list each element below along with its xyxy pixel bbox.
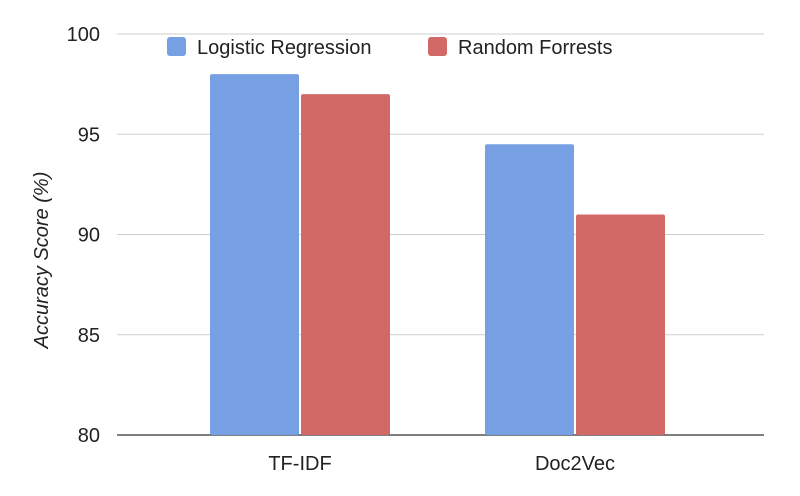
y-tick-label: 85 [78, 325, 100, 347]
legend: Logistic Regression Random Forrests [167, 37, 613, 59]
x-tick-label: Doc2Vec [535, 453, 615, 475]
y-tick-labels: 80 85 90 95 100 [67, 24, 100, 447]
y-tick-label: 95 [78, 124, 100, 146]
y-axis-label: Accuracy Score (%) [31, 172, 53, 350]
bar-random-forrests-1 [576, 214, 665, 435]
x-tick-label: TF-IDF [268, 453, 331, 475]
legend-swatch [428, 37, 447, 56]
y-tick-label: 80 [78, 425, 100, 447]
bars [210, 74, 665, 436]
y-tick-label: 90 [78, 225, 100, 247]
bar-logistic-regression-1 [485, 144, 574, 435]
y-tick-label: 100 [67, 24, 100, 46]
legend-swatch [167, 37, 186, 56]
legend-label: Logistic Regression [197, 37, 372, 59]
bar-logistic-regression-0 [210, 74, 299, 435]
x-tick-labels: TF-IDF Doc2Vec [268, 453, 615, 475]
legend-label: Random Forrests [458, 37, 613, 59]
bar-random-forrests-0 [301, 94, 390, 436]
